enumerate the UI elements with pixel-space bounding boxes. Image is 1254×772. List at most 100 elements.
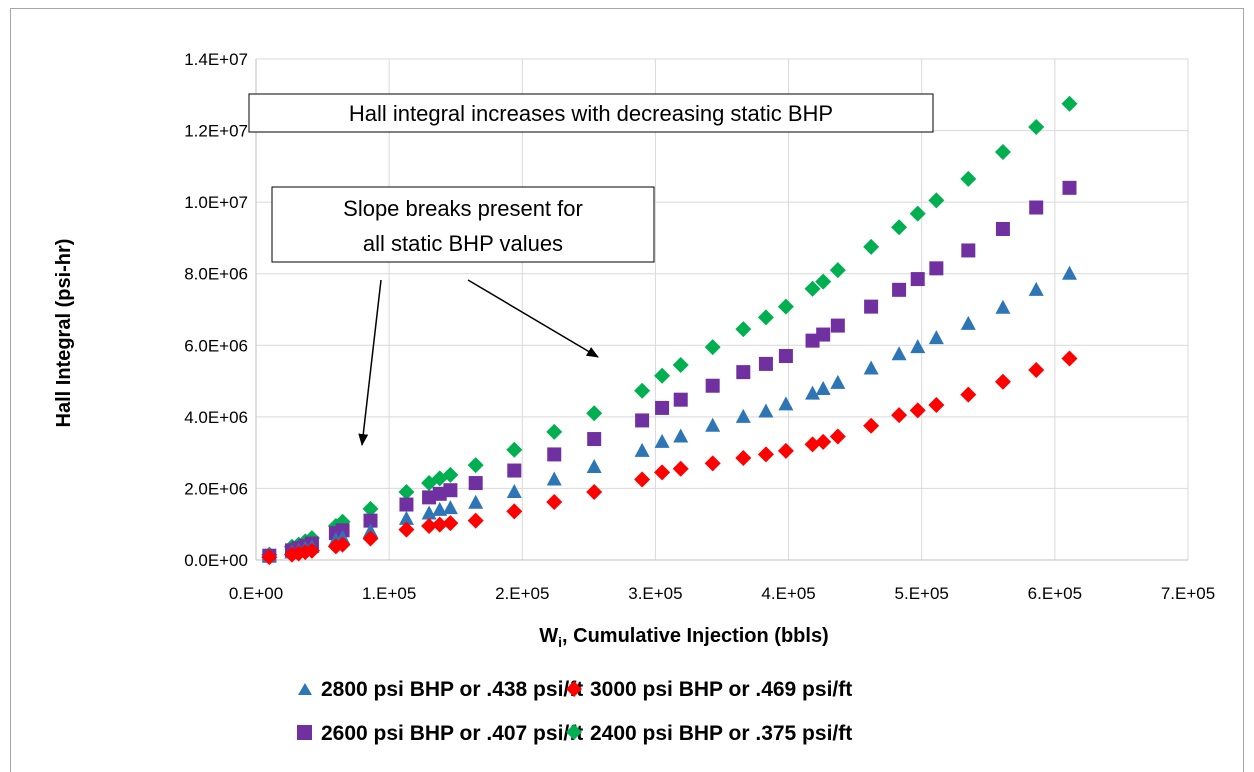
data-point <box>815 433 832 450</box>
legend-label-2600-psi: 2600 psi BHP or .407 psi/ft <box>321 722 583 745</box>
data-point <box>960 315 976 330</box>
series-0 <box>261 265 1078 563</box>
data-point <box>634 471 651 488</box>
data-point <box>994 144 1011 161</box>
data-point <box>909 205 926 222</box>
data-point <box>910 339 926 354</box>
data-point <box>506 484 522 499</box>
data-point <box>829 262 846 279</box>
data-point <box>1062 180 1077 195</box>
data-point <box>654 367 671 384</box>
data-point <box>777 298 794 315</box>
data-point <box>672 460 689 477</box>
x-tick-label: 7.E+05 <box>1161 584 1215 603</box>
data-point <box>1029 200 1044 215</box>
y-tick-label: 1.0E+07 <box>184 193 248 212</box>
data-point <box>422 490 437 505</box>
data-point <box>1062 265 1078 280</box>
data-point <box>757 309 774 326</box>
data-point <box>1061 95 1078 112</box>
data-point <box>442 500 458 515</box>
data-point <box>804 436 821 453</box>
data-point <box>960 170 977 187</box>
data-point <box>909 402 926 419</box>
data-point <box>261 549 278 566</box>
data-point <box>891 346 907 361</box>
data-point <box>778 396 794 411</box>
data-point <box>421 505 437 520</box>
data-point <box>546 471 562 486</box>
data-point <box>421 518 438 535</box>
data-point <box>928 192 945 209</box>
data-point <box>777 442 794 459</box>
data-point <box>829 428 846 445</box>
data-point <box>467 457 484 474</box>
chart-frame <box>10 8 1244 772</box>
data-point <box>910 272 925 287</box>
data-point <box>735 321 752 338</box>
data-point <box>863 417 880 434</box>
legend-marker-2600-psi <box>297 725 312 740</box>
data-point <box>546 423 563 440</box>
data-point <box>363 523 379 538</box>
data-point <box>654 464 671 481</box>
y-tick-label: 2.0E+06 <box>184 479 248 498</box>
data-point <box>758 403 774 418</box>
data-point <box>586 484 603 501</box>
data-point <box>778 349 793 364</box>
annotation-arrow-left <box>358 279 382 446</box>
data-point <box>506 441 523 458</box>
data-point <box>864 299 879 314</box>
data-point <box>655 400 670 415</box>
data-point <box>334 536 351 553</box>
data-point <box>362 530 379 547</box>
legend: 2800 psi BHP or .438 psi/ft 3000 psi BHP… <box>297 678 852 745</box>
annotation-hall-integral: Hall integral increases with decreasing … <box>248 93 934 133</box>
data-point <box>1028 118 1045 135</box>
legend-marker-3000-psi <box>566 681 582 697</box>
data-point <box>891 407 908 424</box>
annotation-slope-breaks-line2: all static BHP values <box>363 231 563 256</box>
data-point <box>432 486 447 501</box>
y-tick-label: 1.2E+07 <box>184 122 248 141</box>
data-point <box>928 397 945 414</box>
annotation-arrow-right <box>467 279 599 358</box>
y-tick-label: 8.0E+06 <box>184 265 248 284</box>
data-point <box>467 512 484 529</box>
data-point <box>586 405 603 422</box>
data-point <box>736 365 751 380</box>
data-point <box>704 339 721 356</box>
data-point <box>587 432 602 447</box>
x-tick-label: 3.E+05 <box>628 584 682 603</box>
annotation-slope-breaks-line1: Slope breaks present for <box>343 196 583 221</box>
data-point <box>705 417 721 432</box>
data-point <box>432 501 448 516</box>
x-tick-label: 1.E+05 <box>362 584 416 603</box>
data-point <box>398 510 414 525</box>
data-points <box>261 95 1078 566</box>
data-point <box>442 466 459 483</box>
data-point <box>362 500 379 517</box>
data-point <box>442 515 459 532</box>
data-point <box>672 356 689 373</box>
legend-label-3000-psi: 3000 psi BHP or .469 psi/ft <box>590 678 852 701</box>
data-point <box>960 386 977 403</box>
y-tick-label: 0.0E+00 <box>184 551 248 570</box>
data-point <box>443 483 458 498</box>
data-point <box>830 374 846 389</box>
data-point <box>757 446 774 463</box>
y-tick-label: 6.0E+06 <box>184 336 248 355</box>
series-1 <box>261 350 1078 566</box>
data-point <box>1028 281 1044 296</box>
data-point <box>635 413 650 428</box>
data-point <box>961 243 976 258</box>
data-point <box>928 330 944 345</box>
data-point <box>705 378 720 393</box>
legend-label-2800-psi: 2800 psi BHP or .438 psi/ft <box>321 678 583 701</box>
y-tick-label: 4.0E+06 <box>184 408 248 427</box>
data-point <box>1028 361 1045 378</box>
data-point <box>634 442 650 457</box>
data-point <box>815 273 832 290</box>
y-axis-title: Hall Integral (psi-hr) <box>53 239 75 428</box>
